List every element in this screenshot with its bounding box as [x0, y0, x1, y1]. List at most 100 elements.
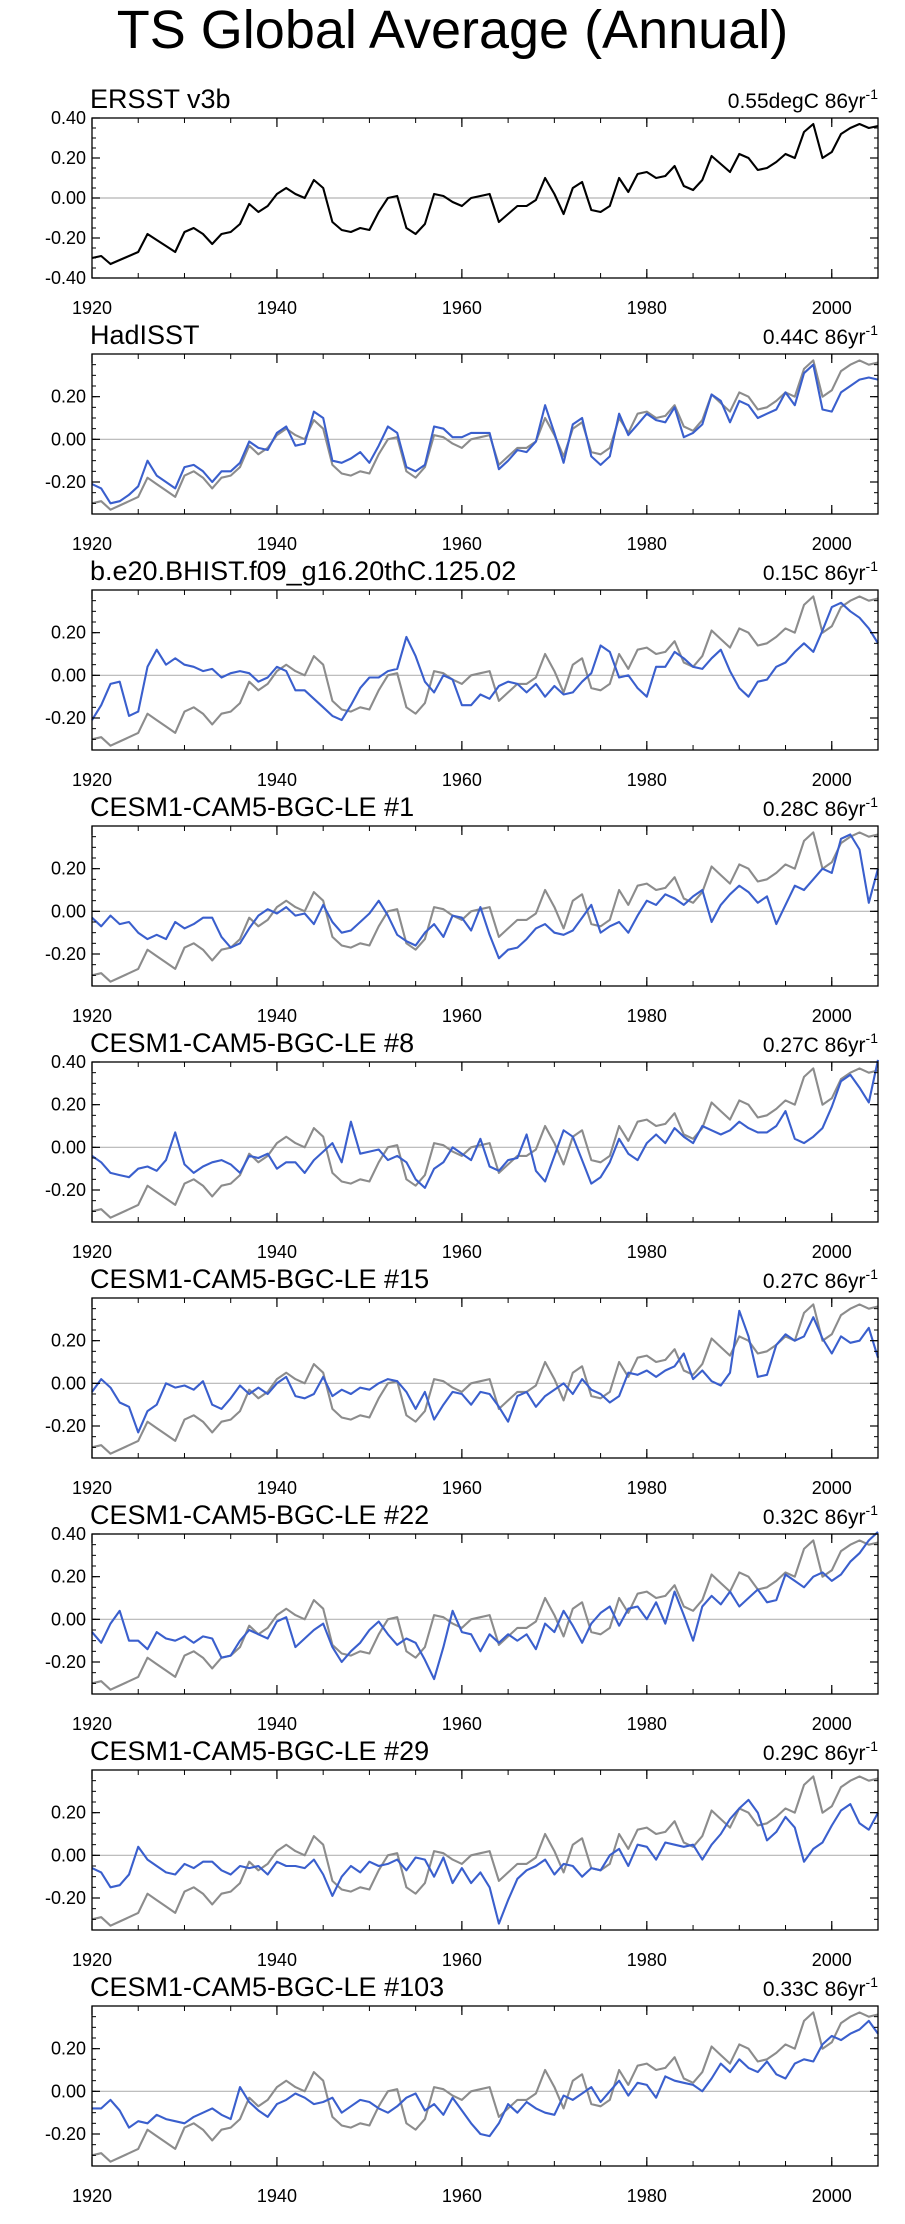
y-tick-label: -0.40	[45, 268, 86, 288]
trend-text: 0.28C 86yr	[763, 798, 866, 821]
panel-4: CESM1-CAM5-BGC-LE #1 0.28C 86yr-1 0.20 0.00…	[45, 792, 880, 1026]
panel-9: CESM1-CAM5-BGC-LE #103 0.33C 86yr-1 0.20 0.…	[45, 1972, 879, 2206]
series-line-observed	[91, 359, 879, 511]
trend-text: 0.44C 86yr	[763, 326, 866, 349]
trend-label: 0.55degC 86yr-1	[728, 86, 878, 113]
series-line-observed	[91, 1067, 879, 1219]
panel-title: CESM1-CAM5-BGC-LE #8	[90, 1028, 414, 1058]
y-tick-label: 0.20	[51, 2039, 86, 2059]
trend-text: 0.55degC 86yr	[728, 90, 866, 113]
trend-label: 0.44C 86yr-1	[763, 322, 878, 349]
y-tick-label: 0.00	[51, 1137, 86, 1157]
x-tick-label: 1920	[72, 2186, 112, 2206]
trend-exponent: -1	[866, 1030, 879, 1046]
y-tick-label: 0.40	[51, 1052, 86, 1072]
x-tick-label: 1980	[627, 1478, 667, 1498]
x-tick-label: 1980	[627, 1242, 667, 1262]
trend-label: 0.27C 86yr-1	[763, 1266, 878, 1293]
x-tick-label: 2000	[812, 1714, 852, 1734]
series-line-model	[91, 1309, 880, 1434]
series-line-observed	[91, 2011, 879, 2163]
trend-text: 0.27C 86yr	[763, 1270, 866, 1293]
x-tick-label: 1940	[257, 770, 297, 790]
x-tick-label: 1920	[72, 1006, 112, 1026]
panel-2: HadISST 0.44C 86yr-1 0.20 0.00 -0.20 1920 1940…	[45, 320, 879, 554]
y-tick-label: -0.20	[45, 472, 86, 492]
x-tick-label: 2000	[812, 298, 852, 318]
x-tick-label: 1980	[627, 1714, 667, 1734]
x-tick-label: 1920	[72, 770, 112, 790]
page-title: TS Global Average (Annual)	[116, 0, 789, 60]
y-tick-label: 0.00	[51, 1373, 86, 1393]
y-tick-label: 0.20	[51, 1095, 86, 1115]
x-tick-label: 1920	[72, 298, 112, 318]
plot-frame	[91, 2005, 879, 2167]
series-line-observed	[91, 595, 879, 747]
series-line-model	[91, 601, 879, 722]
x-tick-label: 1980	[627, 770, 667, 790]
y-tick-label: 0.20	[51, 148, 86, 168]
trend-exponent: -1	[866, 1738, 879, 1754]
y-tick-label: 0.20	[51, 859, 86, 879]
y-tick-label: 0.00	[51, 901, 86, 921]
panel-title: ERSST v3b	[90, 84, 231, 114]
x-tick-label: 1920	[72, 1478, 112, 1498]
y-tick-label: 0.20	[51, 1567, 86, 1587]
trend-label: 0.33C 86yr-1	[763, 1974, 878, 2001]
x-tick-label: 1940	[257, 1478, 297, 1498]
plot-frame	[91, 589, 879, 751]
panel-3: b.e20.BHIST.f09_g16.20thC.125.02 0.15C 86…	[45, 556, 879, 790]
plot-frame	[91, 353, 879, 515]
plot-frame	[91, 1533, 879, 1695]
y-tick-label: -0.20	[45, 1888, 86, 1908]
series-line-model	[92, 2019, 879, 2138]
plot-frame	[91, 825, 879, 987]
x-tick-label: 2000	[812, 534, 852, 554]
x-tick-label: 2000	[812, 1006, 852, 1026]
panel-title: b.e20.BHIST.f09_g16.20thC.125.02	[90, 556, 516, 586]
x-tick-label: 1980	[627, 1006, 667, 1026]
x-tick-label: 1920	[72, 534, 112, 554]
x-tick-label: 1940	[257, 534, 297, 554]
trend-exponent: -1	[866, 1974, 879, 1990]
plot-frame	[91, 1769, 879, 1931]
x-tick-label: 1980	[627, 534, 667, 554]
x-tick-label: 1920	[72, 1242, 112, 1262]
x-tick-label: 1980	[627, 298, 667, 318]
x-tick-label: 1980	[627, 1950, 667, 1970]
panel-5: CESM1-CAM5-BGC-LE #8 0.27C 86yr-1 0.40 0.20…	[45, 1028, 880, 1262]
y-tick-label: 0.40	[51, 1524, 86, 1544]
x-tick-label: 2000	[812, 1950, 852, 1970]
y-tick-label: -0.20	[45, 1180, 86, 1200]
y-tick-label: 0.00	[51, 665, 86, 685]
x-tick-label: 1940	[257, 1950, 297, 1970]
y-tick-label: 0.00	[51, 1845, 86, 1865]
x-tick-label: 1980	[627, 2186, 667, 2206]
y-tick-label: -0.20	[45, 708, 86, 728]
trend-text: 0.32C 86yr	[763, 1506, 866, 1529]
trend-exponent: -1	[866, 1266, 879, 1282]
trend-exponent: -1	[866, 794, 879, 810]
series-line-model	[91, 363, 879, 505]
x-tick-label: 1960	[442, 2186, 482, 2206]
series-line-model	[91, 1531, 879, 1681]
x-tick-label: 1960	[442, 1006, 482, 1026]
panel-6: CESM1-CAM5-BGC-LE #15 0.27C 86yr-1 0.20 0.0…	[45, 1264, 880, 1498]
trend-exponent: -1	[866, 86, 879, 102]
trend-label: 0.15C 86yr-1	[763, 558, 878, 585]
y-tick-label: 0.20	[51, 623, 86, 643]
x-tick-label: 2000	[812, 770, 852, 790]
y-tick-label: 0.00	[51, 188, 86, 208]
series-line-model	[91, 833, 880, 960]
trend-text: 0.27C 86yr	[763, 1034, 866, 1057]
trend-exponent: -1	[866, 322, 879, 338]
trend-exponent: -1	[866, 1502, 879, 1518]
trend-label: 0.29C 86yr-1	[763, 1738, 878, 1765]
y-tick-label: -0.20	[45, 1416, 86, 1436]
x-tick-label: 2000	[812, 2186, 852, 2206]
series-line-observed	[91, 1539, 879, 1691]
x-tick-label: 1920	[72, 1950, 112, 1970]
x-tick-label: 1940	[257, 1006, 297, 1026]
